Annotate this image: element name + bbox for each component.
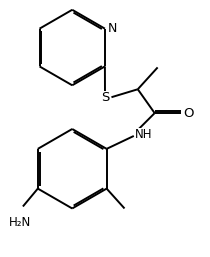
Text: S: S [101, 91, 109, 104]
Text: H₂N: H₂N [9, 216, 31, 230]
Text: NH: NH [135, 128, 153, 141]
Text: O: O [183, 107, 194, 120]
Text: N: N [107, 22, 117, 35]
